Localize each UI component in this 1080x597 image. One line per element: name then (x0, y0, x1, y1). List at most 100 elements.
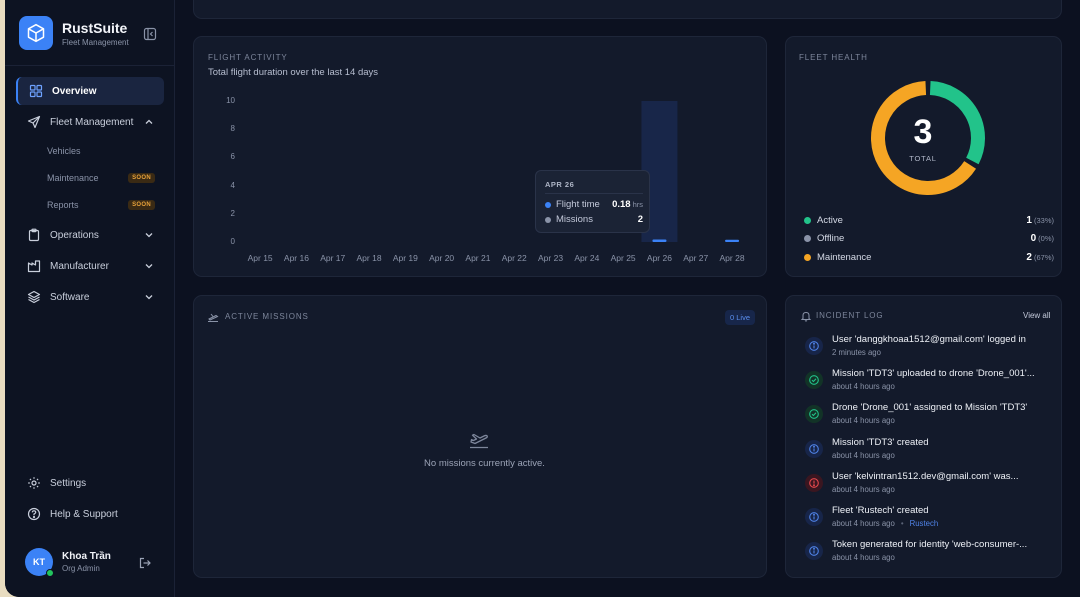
user-name: Khoa Trần (62, 551, 111, 562)
brand-name: RustSuite (62, 19, 128, 36)
sidebar-subitem-label: Maintenance (47, 173, 99, 183)
incident-item[interactable]: Fleet 'Rustech' created about 4 hours ago… (805, 505, 1055, 535)
card-label: INCIDENT LOG (816, 311, 884, 320)
incident-time: about 4 hours ago (832, 484, 895, 494)
sidebar-subitem-maintenance[interactable]: Maintenance SOON (47, 169, 155, 187)
live-badge: 0 Live (725, 310, 756, 325)
chart-tooltip: APR 26 Flight time 0.18 hrs Missions 2 (535, 170, 650, 233)
legend-dot (804, 253, 811, 261)
route-icon (208, 313, 219, 322)
sidebar-subitem-vehicles[interactable]: Vehicles (47, 142, 155, 160)
chevron-down-icon (145, 233, 153, 238)
tooltip-value: 2 (637, 214, 643, 225)
y-tick-label: 0 (230, 237, 235, 246)
card-subtitle: Total flight duration over the last 14 d… (208, 67, 379, 78)
legend-maintenance: Maintenance 2 (67%) (804, 250, 1054, 264)
tooltip-value: 0.18 (612, 199, 631, 210)
y-tick-label: 8 (230, 124, 235, 134)
cube-logo-icon (19, 16, 53, 50)
brand[interactable]: RustSuite Fleet Management (19, 16, 129, 50)
sidebar-subitem-reports[interactable]: Reports SOON (47, 196, 155, 214)
app-window: RustSuite Fleet Management Overview Flee… (5, 0, 1080, 597)
legend-count: 2 (1026, 251, 1032, 263)
divider (5, 65, 175, 66)
incident-log-card (785, 295, 1062, 578)
tooltip-missions-row: Missions 2 (545, 214, 643, 225)
sidebar-item-manufacturer[interactable]: Manufacturer (16, 252, 164, 280)
x-tick-label: Apr 27 (683, 253, 709, 263)
clipboard-icon (28, 228, 40, 242)
x-tick-label: Apr 17 (320, 253, 346, 263)
sidebar-subitem-label: Vehicles (47, 146, 81, 156)
soon-badge: SOON (128, 173, 155, 183)
series-dot (545, 216, 551, 223)
sidebar-item-settings[interactable]: Settings (16, 469, 164, 497)
incident-item[interactable]: User 'danggkhoaa1512@gmail.com' logged i… (805, 334, 1055, 364)
incident-item[interactable]: Mission 'TDT3' created about 4 hours ago (805, 437, 1055, 467)
x-tick-label: Apr 28 (719, 253, 745, 263)
x-tick-label: Apr 24 (574, 253, 600, 263)
card-label: FLEET HEALTH (799, 53, 868, 62)
chevron-down-icon (145, 295, 153, 300)
sidebar-subitem-label: Reports (47, 200, 79, 210)
legend-pct: (67%) (1033, 252, 1054, 262)
sidebar-item-help[interactable]: Help & Support (16, 500, 164, 528)
help-circle-icon (27, 507, 41, 521)
card-label: ACTIVE MISSIONS (225, 312, 309, 321)
y-tick-label: 6 (230, 152, 235, 162)
donut-total-label: TOTAL (909, 154, 937, 163)
incident-item[interactable]: Drone 'Drone_001' assigned to Mission 'T… (805, 402, 1055, 432)
legend-label: Maintenance (817, 251, 872, 263)
send-icon (27, 115, 41, 129)
x-tick-label: Apr 19 (392, 253, 418, 263)
incident-item[interactable]: Token generated for identity 'web-consum… (805, 539, 1055, 569)
soon-badge: SOON (128, 200, 155, 210)
bell-icon (800, 311, 812, 322)
series-dot (545, 201, 551, 208)
tooltip-label: Flight time (556, 199, 600, 210)
incident-item[interactable]: Mission 'TDT3' uploaded to drone 'Drone_… (805, 368, 1055, 398)
legend-label: Active (817, 214, 843, 226)
sidebar-item-label: Manufacturer (50, 260, 109, 272)
logout-icon[interactable] (138, 556, 152, 570)
donut-total: 3 (913, 113, 933, 151)
x-tick-label: Apr 21 (465, 253, 491, 263)
chevron-down-icon (145, 264, 153, 269)
incident-title: Token generated for identity 'web-consum… (832, 539, 1028, 551)
sidebar-item-label: Operations (50, 229, 99, 241)
legend-count: 0 (1030, 232, 1037, 244)
sidebar-item-overview[interactable]: Overview (16, 77, 164, 105)
legend-pct: (33%) (1033, 215, 1054, 225)
sidebar-item-operations[interactable]: Operations (16, 221, 164, 249)
gear-icon (28, 477, 40, 489)
sidebar-item-label: Fleet Management (50, 116, 134, 128)
grid-icon (29, 84, 43, 98)
x-tick-label: Apr 18 (356, 253, 382, 263)
top-summary-card (193, 0, 1062, 19)
plane-takeoff-icon (470, 433, 488, 449)
chevron-up-icon (145, 119, 153, 124)
sidebar-item-fleet-management[interactable]: Fleet Management (16, 108, 164, 136)
sidebar-item-label: Overview (52, 85, 97, 97)
user-profile[interactable]: KT Khoa Trần Org Admin (25, 548, 111, 577)
active-missions-card (193, 295, 767, 578)
empty-state-message: No missions currently active. (424, 458, 545, 469)
user-role: Org Admin (62, 564, 100, 573)
view-all-link[interactable]: View all (1023, 311, 1051, 320)
incident-title: User 'kelvintran1512.dev@gmail.com' was.… (832, 470, 1019, 482)
sidebar-item-label: Settings (50, 477, 87, 489)
sidebar-collapse-icon[interactable] (143, 27, 157, 41)
incident-time: about 4 hours ago (832, 553, 895, 563)
incident-title: User 'danggkhoaa1512@gmail.com' logged i… (832, 334, 1026, 345)
x-tick-label: Apr 16 (283, 253, 309, 263)
card-label: FLIGHT ACTIVITY (208, 53, 288, 62)
legend-dot (804, 216, 811, 224)
incident-item[interactable]: User 'kelvintran1512.dev@gmail.com' was.… (805, 471, 1055, 501)
sidebar-item-software[interactable]: Software (16, 283, 164, 311)
layers-icon (27, 290, 41, 304)
avatar: KT (25, 548, 54, 577)
incident-tag[interactable]: Rustech (909, 519, 939, 528)
legend-pct: (0%) (1038, 233, 1054, 243)
sidebar-item-label: Help & Support (50, 508, 118, 520)
info-icon (805, 508, 823, 526)
